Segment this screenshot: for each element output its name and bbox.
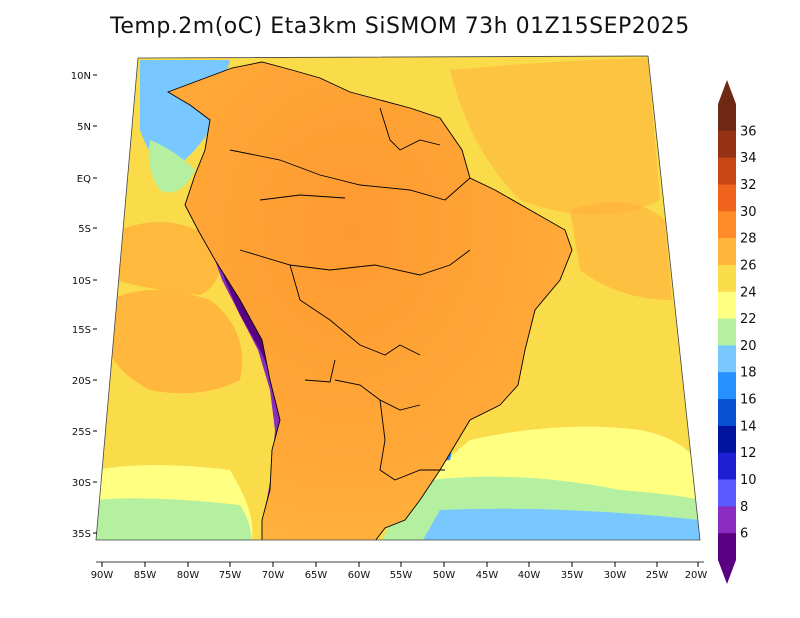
lat-label: 5S [78, 224, 91, 235]
lon-label: 75W [219, 570, 242, 581]
lon-label: 20W [685, 570, 708, 581]
lat-label: 25S [72, 427, 91, 438]
lat-label: 35S [72, 529, 91, 540]
lat-label: 10S [72, 276, 91, 287]
colorbar-label: 20 [740, 339, 757, 354]
colorbar-label: 12 [740, 446, 757, 461]
lon-label: 25W [646, 570, 669, 581]
colorbar-label: 28 [740, 232, 757, 247]
lon-label: 40W [518, 570, 541, 581]
colorbar-label: 26 [740, 258, 757, 273]
colorbar-label: 36 [740, 124, 757, 139]
colorbar-segment [718, 372, 736, 400]
colorbar-segment [718, 184, 736, 212]
lat-label: 15S [72, 325, 91, 336]
longitude-axis: 90W 85W 80W 75W 70W 65W 60W 55W 50W 45W … [91, 561, 708, 581]
lon-label: 70W [262, 570, 285, 581]
colorbar-segment [718, 425, 736, 454]
colorbar-label: 32 [740, 178, 757, 193]
colorbar-segment [718, 211, 736, 239]
colorbar-label: 10 [740, 473, 757, 488]
colorbar-label: 16 [740, 393, 757, 408]
colorbar-label: 34 [740, 151, 757, 166]
colorbar-segment [718, 130, 736, 159]
colorbar-label: 14 [740, 419, 757, 434]
colorbar-label: 8 [740, 500, 748, 515]
lon-label: 90W [91, 570, 114, 581]
lat-label: EQ [77, 174, 91, 185]
colorbar-label: 6 [740, 527, 748, 542]
colorbar: 6 8 10 12 14 16 18 20 22 24 26 28 30 32 34 36 [718, 80, 757, 584]
colorbar-segment [718, 345, 736, 373]
temperature-field [96, 56, 700, 540]
colorbar-segment [718, 104, 736, 132]
lon-label: 60W [348, 570, 371, 581]
colorbar-segment [718, 291, 736, 320]
country-borders [167, 61, 573, 540]
colorbar-arrow-bottom [718, 560, 736, 584]
colorbar-segment [718, 157, 736, 185]
lat-label: 20S [72, 376, 91, 387]
colorbar-segment [718, 452, 736, 480]
lon-label: 55W [390, 570, 413, 581]
colorbar-label: 30 [740, 205, 757, 220]
colorbar-segment [718, 264, 736, 293]
lon-label: 80W [177, 570, 200, 581]
lon-label: 35W [561, 570, 584, 581]
lon-label: 30W [604, 570, 627, 581]
colorbar-segment [718, 533, 736, 561]
colorbar-label: 22 [740, 312, 757, 327]
lon-label: 65W [305, 570, 328, 581]
colorbar-arrow-top [718, 80, 736, 104]
colorbar-segment [718, 399, 736, 427]
lat-label: 5N [77, 122, 91, 133]
colorbar-segment [718, 479, 736, 507]
pacific-warm-patch [100, 290, 242, 394]
latitude-axis: 10N 5N EQ 5S 10S 15S 20S 25S 30S 35S [71, 71, 97, 540]
colorbar-label: 24 [740, 285, 757, 300]
atlantic-warm-patch [570, 202, 672, 300]
lat-label: 10N [71, 71, 91, 82]
lat-label: 30S [72, 478, 91, 489]
colorbar-segment [718, 506, 736, 534]
lon-label: 50W [433, 570, 456, 581]
colorbar-label: 18 [740, 366, 757, 381]
map-title: Temp.2m(oC) Eta3km SiSMOM 73h 01Z15SEP20… [110, 14, 690, 39]
colorbar-segment [718, 238, 736, 266]
lon-label: 85W [134, 570, 157, 581]
lon-label: 45W [476, 570, 499, 581]
colorbar-segment [718, 318, 736, 346]
